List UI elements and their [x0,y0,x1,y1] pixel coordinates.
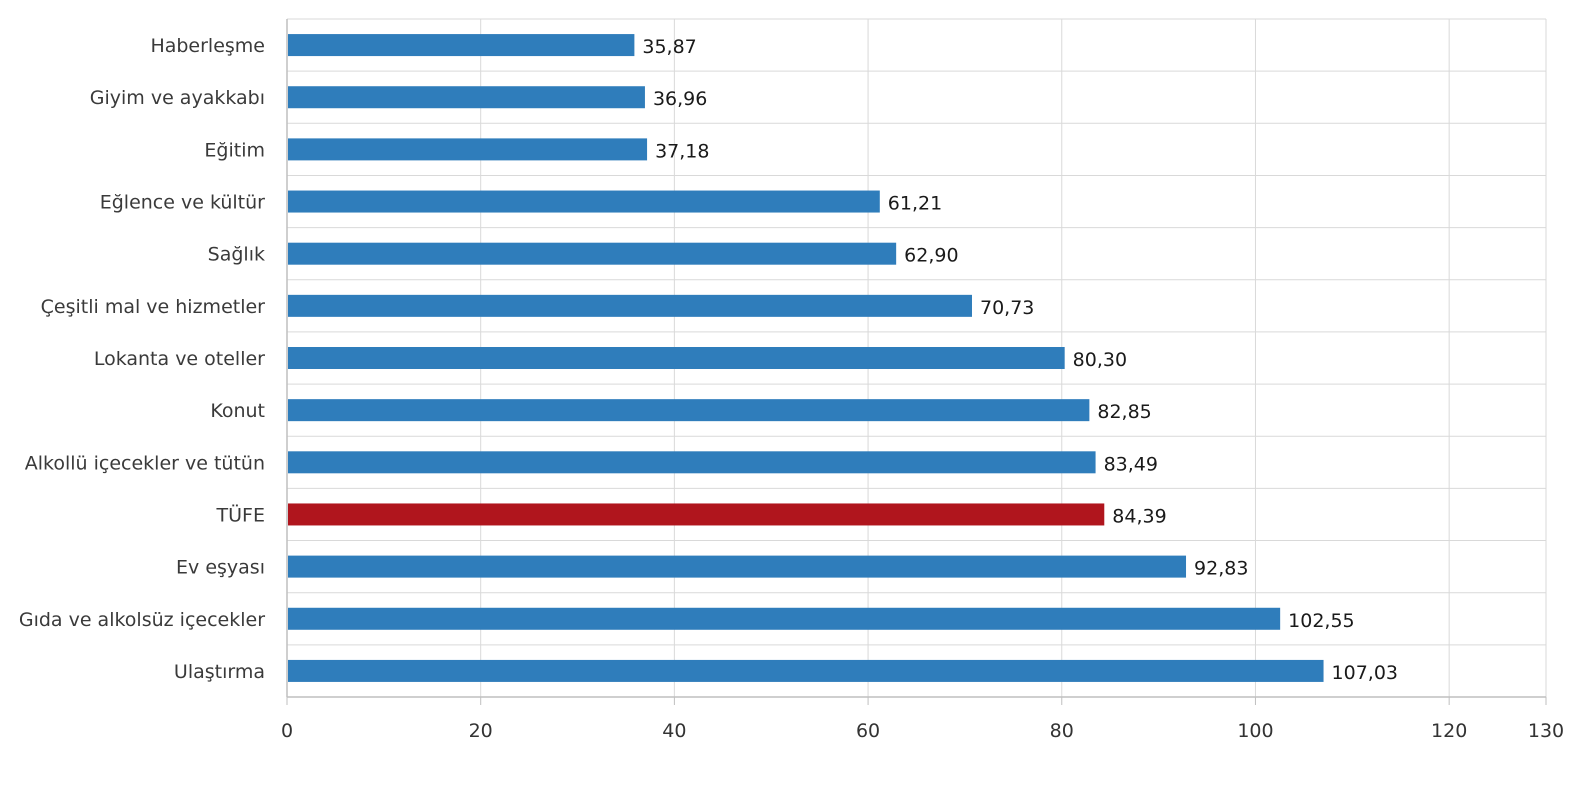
value-label-11: 102,55 [1288,610,1354,632]
bar-9 [288,503,1105,526]
bar-11 [288,607,1281,630]
bar-4 [288,242,897,265]
bar-1 [288,86,645,109]
category-labels: Haberleşme Giyim ve ayakkabı Eğitim Eğlence… [19,35,265,683]
category-label-11: Gıda ve alkolsüz içecekler [19,609,265,631]
bar-12 [288,659,1324,682]
category-label-1: Giyim ve ayakkabı [90,87,265,109]
axes [286,19,1546,698]
bar-6 [288,347,1065,369]
bar-2 [288,138,648,161]
category-label-10: Ev eşyası [176,557,265,579]
category-label-3: Eğlence ve kültür [100,192,265,214]
category-label-0: Haberleşme [150,35,265,57]
bar-7 [288,399,1090,422]
category-label-2: Eğitim [204,139,265,161]
x-tick-label-7: 130 [1528,720,1564,742]
value-label-2: 37,18 [655,140,709,162]
x-tick-label-3: 60 [856,720,880,742]
value-label-9: 84,39 [1112,505,1166,527]
bar-5 [288,294,972,317]
x-tick-label-2: 40 [662,720,686,742]
x-tick-label-5: 100 [1237,720,1273,742]
bar-8 [288,451,1096,474]
value-label-6: 80,30 [1073,349,1127,371]
bar-3 [288,190,880,213]
x-tick-label-1: 20 [469,720,493,742]
value-label-12: 107,03 [1332,662,1398,684]
value-label-10: 92,83 [1194,558,1248,580]
value-labels: 35,87 36,96 37,18 61,21 62,90 70,73 80,30 82,85… [642,36,1398,684]
category-label-4: Sağlık [208,244,265,266]
value-label-1: 36,96 [653,88,707,110]
bars [288,34,1324,682]
category-label-12: Ulaştırma [174,661,265,683]
category-label-7: Konut [210,400,265,422]
bar-10 [288,555,1187,578]
category-label-6: Lokanta ve oteller [94,348,265,370]
x-tick-label-6: 120 [1431,720,1467,742]
category-label-9: TÜFE [216,503,265,526]
x-axis-ticks: 0 20 40 60 80 100 120 130 [281,697,1564,742]
x-tick-label-0: 0 [281,720,293,742]
bar-0 [288,34,635,57]
value-label-4: 62,90 [904,245,958,267]
category-label-5: Çeşitli mal ve hizmetler [41,296,266,318]
value-label-5: 70,73 [980,297,1034,319]
value-label-8: 83,49 [1104,453,1158,475]
value-label-3: 61,21 [888,193,942,215]
value-label-0: 35,87 [642,36,696,58]
x-tick-label-4: 80 [1050,720,1074,742]
category-label-8: Alkollü içecekler ve tütün [25,452,265,474]
value-label-7: 82,85 [1097,401,1151,423]
